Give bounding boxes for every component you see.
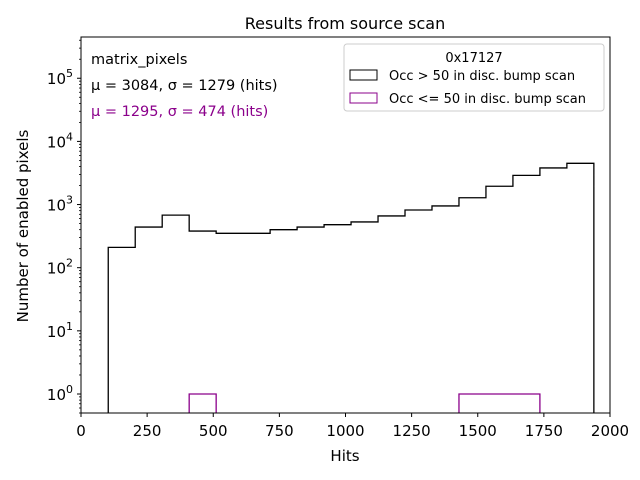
y-tick-label-10: 101 [47,320,73,341]
dataset-name-annotation: matrix_pixels [91,52,187,68]
series1-hist-step-0 [107,162,595,413]
y-tick-label-100000: 105 [47,67,73,88]
series2-stats-annotation: μ = 1295, σ = 474 (hits) [91,104,268,120]
legend-label-series1: Occ > 50 in disc. bump scan [389,69,575,84]
x-tick-label-1500: 1500 [459,422,497,440]
y-tick-label-10000: 104 [47,130,73,151]
y-tick-label-100: 102 [47,257,73,278]
series1-stats-annotation: μ = 3084, σ = 1279 (hits) [91,78,278,94]
plot-area: 0 250 500 750 1000 1250 1500 1750 2000 100 101 102 1… [47,36,629,440]
y-axis-label: Number of enabled pixels [14,129,32,322]
x-axis-label: Hits [330,447,359,465]
legend-box [343,43,605,112]
series2-hist-step-0 [188,393,217,413]
x-tick-label-750: 750 [265,422,294,440]
x-tick-label-1000: 1000 [326,422,364,440]
legend-swatch-series2 [349,92,378,104]
series2-hist-step-1 [458,393,541,413]
y-tick-label-1: 100 [47,383,73,404]
legend-title: 0x17127 [445,51,502,66]
x-tick-label-250: 250 [133,422,162,440]
legend: 0x17127 Occ > 50 in disc. bump scan Occ … [343,43,605,112]
legend-label-series2: Occ <= 50 in disc. bump scan [389,92,586,107]
x-tick-label-500: 500 [199,422,228,440]
legend-swatch-series1 [349,69,378,81]
x-tick-label-1750: 1750 [525,422,563,440]
y-tick-label-1000: 103 [47,194,73,215]
x-tick-label-2000: 2000 [591,422,629,440]
x-tick-label-1250: 1250 [393,422,431,440]
x-tick-label-0: 0 [76,422,86,440]
chart-title: Results from source scan [245,14,445,33]
